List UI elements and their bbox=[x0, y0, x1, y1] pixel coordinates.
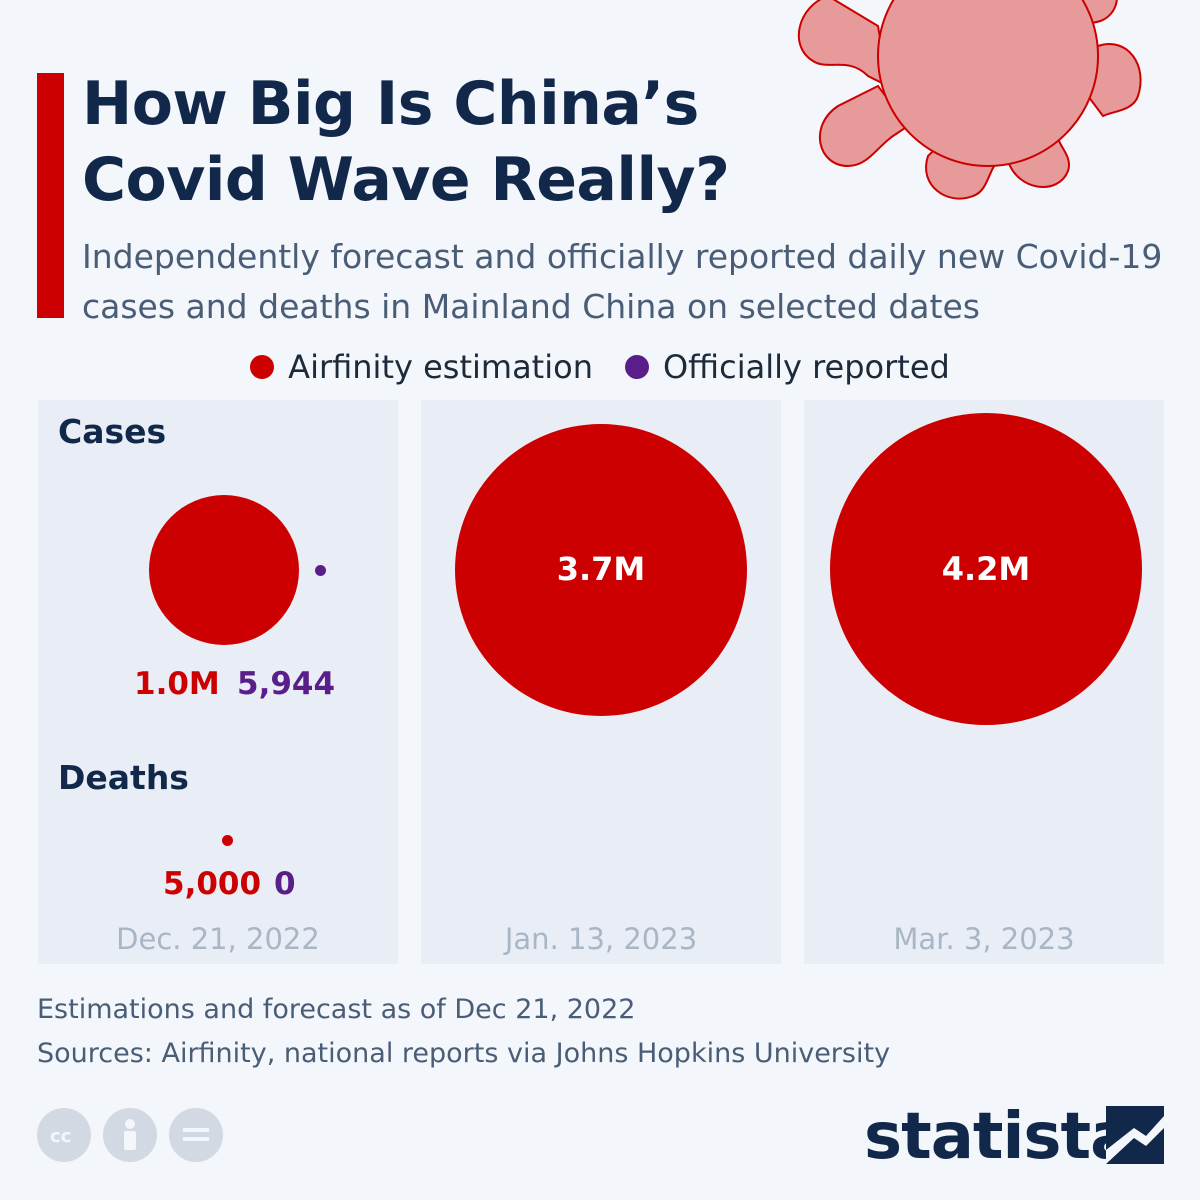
bubble-cases-airfinity bbox=[830, 413, 1142, 725]
bubble-cases-official bbox=[315, 565, 326, 576]
license-icons: cc bbox=[37, 1108, 223, 1162]
footer-notes: Estimations and forecast as of Dec 21, 2… bbox=[37, 988, 890, 1076]
bubble-cases-airfinity bbox=[149, 495, 299, 645]
legend-label: Airfinity estimation bbox=[288, 348, 593, 386]
bubble-deaths-airfinity bbox=[222, 835, 233, 846]
legend-swatch-red bbox=[250, 355, 275, 379]
bubble-value-label: 3.7M bbox=[556, 550, 646, 588]
value-deaths-official: 0 bbox=[274, 866, 296, 902]
legend-label: Officially reported bbox=[662, 348, 950, 386]
value-cases-airfinity: 1.0M bbox=[134, 666, 220, 702]
title-accent-bar bbox=[37, 73, 64, 318]
cc-icon[interactable]: cc bbox=[37, 1108, 91, 1162]
sources-note: Sources: Airfinity, national reports via… bbox=[37, 1038, 891, 1069]
statista-logo-icon bbox=[1106, 1106, 1164, 1164]
legend-swatch-purple bbox=[624, 355, 649, 379]
legend-item-airfinity: Airfinity estimation bbox=[250, 348, 593, 386]
section-label-cases: Cases bbox=[58, 412, 167, 451]
section-label-deaths: Deaths bbox=[58, 758, 189, 797]
no-derivatives-icon[interactable] bbox=[169, 1108, 223, 1162]
svg-text:cc: cc bbox=[50, 1126, 71, 1147]
bubble-cases-airfinity bbox=[455, 424, 747, 716]
legend: Airfinity estimation Officially reported bbox=[0, 348, 1200, 386]
attribution-icon[interactable] bbox=[103, 1108, 157, 1162]
date-label: Dec. 21, 2022 bbox=[116, 922, 320, 956]
virus-illustration bbox=[797, 0, 1142, 200]
value-deaths-airfinity: 5,000 bbox=[163, 866, 262, 902]
estimation-note: Estimations and forecast as of Dec 21, 2… bbox=[37, 994, 636, 1025]
bubble-value-label: 4.2M bbox=[941, 550, 1031, 588]
panel-dec-21-2022: Cases 1.0M 5,944 Deaths 5,000 0 Dec. 21,… bbox=[38, 400, 398, 964]
legend-item-official: Officially reported bbox=[624, 348, 950, 386]
page-title: How Big Is China’s Covid Wave Really? bbox=[82, 69, 730, 215]
statista-wordmark[interactable]: statista bbox=[864, 1100, 1133, 1174]
page-subtitle: Independently forecast and officially re… bbox=[82, 237, 1163, 326]
value-cases-official: 5,944 bbox=[237, 666, 336, 702]
date-label: Mar. 3, 2023 bbox=[893, 922, 1075, 956]
panel-jan-13-2023: 3.7M Jan. 13, 2023 bbox=[421, 400, 781, 964]
panel-mar-3-2023: 4.2M Mar. 3, 2023 bbox=[804, 400, 1164, 964]
date-label: Jan. 13, 2023 bbox=[504, 922, 698, 956]
